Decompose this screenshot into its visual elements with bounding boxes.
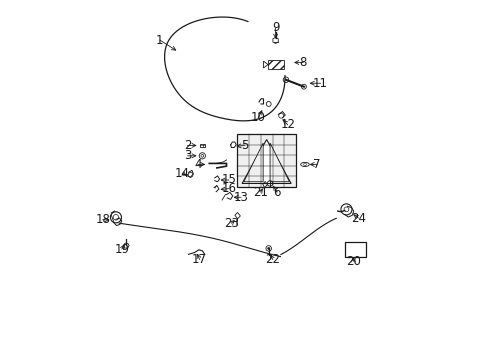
Text: 14: 14 — [174, 167, 189, 180]
Text: 16: 16 — [221, 182, 236, 195]
Text: 19: 19 — [114, 243, 129, 256]
Text: 11: 11 — [312, 77, 327, 90]
Text: 24: 24 — [350, 212, 366, 225]
Bar — [236, 134, 296, 187]
Text: 7: 7 — [313, 158, 320, 171]
Bar — [200, 144, 204, 147]
Circle shape — [267, 247, 269, 249]
Text: 5: 5 — [240, 139, 248, 152]
Text: 23: 23 — [224, 217, 238, 230]
Text: 9: 9 — [271, 22, 279, 35]
Text: 15: 15 — [221, 174, 236, 186]
Text: 4: 4 — [194, 158, 201, 171]
Text: 6: 6 — [273, 186, 281, 199]
Text: 3: 3 — [183, 149, 191, 162]
Text: 8: 8 — [299, 56, 306, 69]
Bar — [344, 242, 366, 257]
Polygon shape — [269, 143, 289, 182]
Text: 12: 12 — [280, 118, 295, 131]
Text: 13: 13 — [233, 191, 248, 204]
Text: 20: 20 — [345, 255, 360, 268]
Text: 22: 22 — [265, 253, 280, 266]
Polygon shape — [242, 140, 290, 184]
Text: 2: 2 — [183, 139, 191, 152]
Text: 21: 21 — [252, 186, 267, 199]
Text: 1: 1 — [156, 33, 163, 46]
Text: 17: 17 — [192, 253, 206, 266]
Text: 18: 18 — [95, 213, 110, 226]
Polygon shape — [244, 143, 263, 182]
Text: 10: 10 — [250, 111, 265, 124]
